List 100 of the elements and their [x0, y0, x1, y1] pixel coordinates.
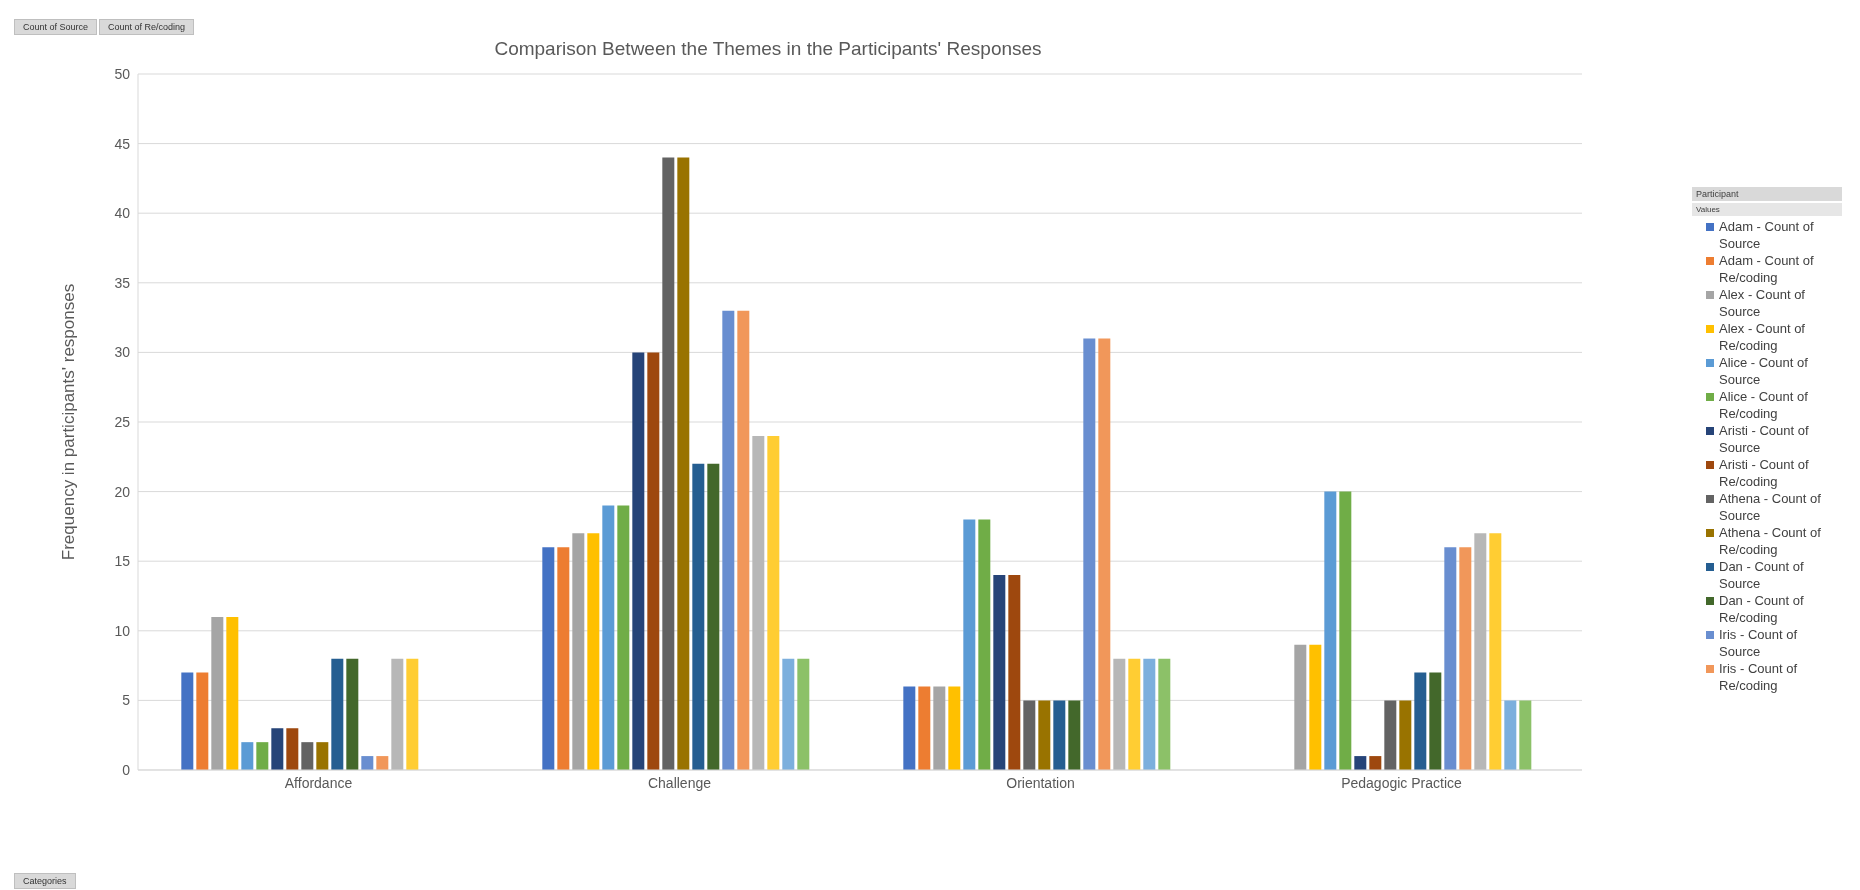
bar [196, 672, 209, 770]
bar [346, 658, 359, 770]
text: Count of Source [14, 19, 98, 35]
bar [301, 742, 314, 770]
bar [1384, 700, 1397, 770]
legend-label: Iris - Count of Source [1719, 625, 1799, 660]
bar [1429, 672, 1442, 770]
y-tick-label: 0 [122, 761, 131, 778]
bar [1504, 700, 1517, 770]
bar [181, 672, 194, 770]
y-tick-label: 20 [114, 483, 131, 500]
legend-label: Alice - Count of Re/coding [1719, 387, 1809, 422]
bar [1083, 338, 1096, 770]
bar [241, 742, 254, 770]
y-tick-label: 15 [114, 553, 131, 570]
bar [376, 756, 389, 770]
x-tick-label: Affordance [284, 774, 353, 791]
bar [1414, 672, 1427, 770]
bar [286, 728, 299, 770]
bar [572, 533, 585, 770]
legend-label: Aristi - Count of Re/coding [1719, 455, 1810, 490]
bar [1399, 700, 1412, 770]
bar [933, 686, 946, 770]
bar [1444, 547, 1457, 770]
bar [632, 352, 645, 770]
bar [707, 463, 720, 770]
legend-title: Participant [1692, 186, 1842, 201]
y-tick-label: 50 [114, 65, 131, 82]
bar [963, 519, 976, 770]
x-tick-label: Challenge [647, 774, 712, 791]
bar [617, 505, 630, 770]
bar [1008, 575, 1021, 770]
chart-title: Comparison Between the Themes in the Participants' Responses [493, 38, 1043, 60]
bar [918, 686, 931, 770]
bar [1324, 491, 1337, 770]
text: Count of Re/coding [99, 19, 195, 35]
bar [1128, 658, 1141, 770]
legend-label: Alex - Count of Re/coding [1719, 319, 1806, 354]
bar [557, 547, 570, 770]
bar [542, 547, 555, 770]
y-tick-label: 40 [114, 205, 131, 222]
bar [1038, 700, 1051, 770]
bar [1294, 644, 1307, 770]
bar [662, 157, 675, 770]
bar [1369, 756, 1382, 770]
bar [993, 575, 1006, 770]
bar [797, 658, 810, 770]
y-tick-label: 10 [114, 622, 131, 639]
legend-label: Dan - Count of Re/coding [1719, 591, 1805, 626]
bar [1143, 658, 1156, 770]
x-tick-label: Pedagogic Practice [1341, 774, 1463, 791]
bar [647, 352, 660, 770]
legend-label: Adam - Count of Source [1719, 217, 1815, 252]
bar [1339, 491, 1352, 770]
bar [226, 616, 239, 770]
x-tick-label: Orientation [1006, 774, 1075, 791]
bar [1113, 658, 1126, 770]
y-tick-label: 45 [114, 135, 131, 152]
bar [677, 157, 690, 770]
bar [1098, 338, 1111, 770]
bar [587, 533, 600, 770]
bar [1309, 644, 1322, 770]
bar [782, 658, 795, 770]
y-axis-title: Frequency in participants' responses [59, 283, 79, 561]
y-tick-label: 5 [122, 692, 131, 709]
legend-label: Alice - Count of Source [1719, 353, 1809, 388]
bar [948, 686, 961, 770]
bar [1489, 533, 1502, 770]
bar [271, 728, 284, 770]
y-tick-label: 30 [114, 344, 131, 361]
text: Values [1692, 202, 1842, 216]
y-tick-label: 35 [114, 274, 131, 291]
legend-label: Alex - Count of Source [1719, 285, 1806, 320]
bar [391, 658, 404, 770]
bar [1354, 756, 1367, 770]
bar [737, 310, 750, 770]
bar [1158, 658, 1171, 770]
bar [316, 742, 329, 770]
bar [903, 686, 916, 770]
bar [406, 658, 419, 770]
bar [256, 742, 269, 770]
bar [331, 658, 344, 770]
bar [722, 310, 735, 770]
bar [361, 756, 374, 770]
text: Categories [14, 873, 76, 889]
bar [767, 435, 780, 770]
bar [752, 435, 765, 770]
bar [602, 505, 615, 770]
legend-label: Athena - Count of Source [1719, 489, 1822, 524]
bar [1459, 547, 1472, 770]
bar [692, 463, 705, 770]
bar [1068, 700, 1081, 770]
bar [1053, 700, 1066, 770]
bar [1474, 533, 1487, 770]
legend-label: Iris - Count of Re/coding [1719, 659, 1799, 694]
bar [978, 519, 991, 770]
legend-label: Aristi - Count of Source [1719, 421, 1810, 456]
legend-label: Adam - Count of Re/coding [1719, 251, 1815, 286]
bar [211, 616, 224, 770]
bar [1519, 700, 1532, 770]
